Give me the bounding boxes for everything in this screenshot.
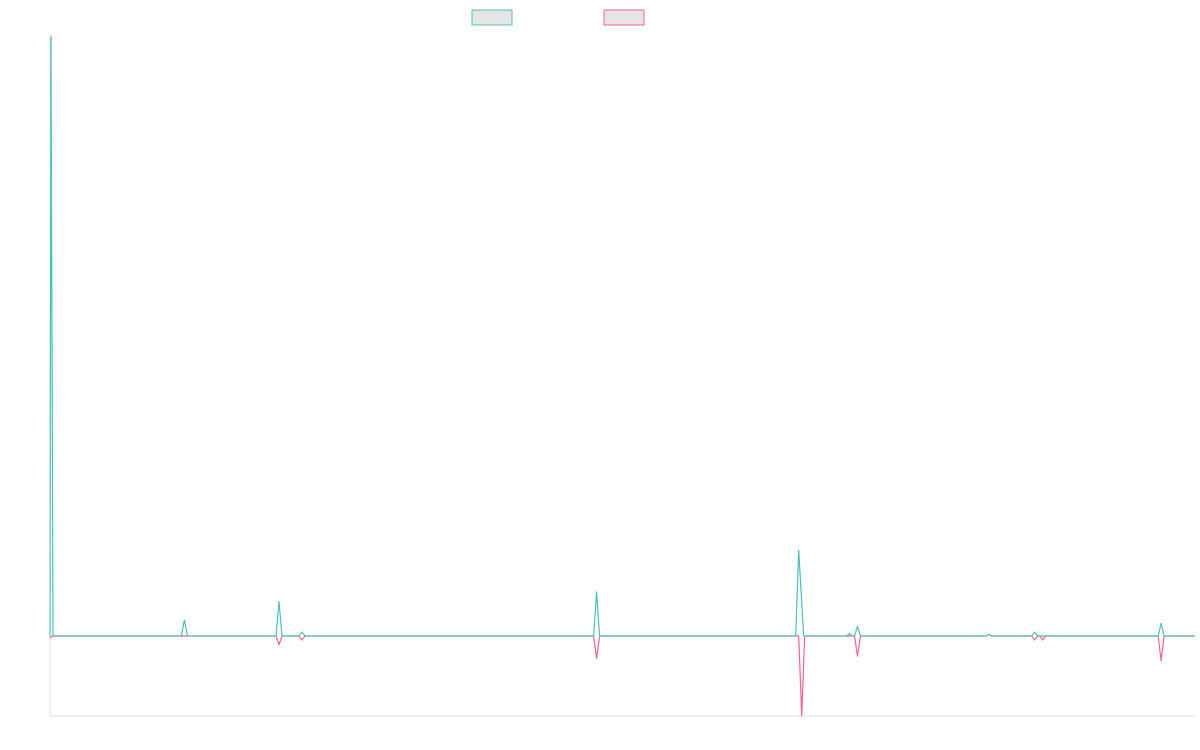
axes (49, 36, 1195, 717)
series-2-line (49, 633, 1195, 717)
legend-swatch-series-1[interactable] (471, 9, 513, 26)
series-1-line (49, 35, 1195, 637)
legend-swatch-series-2[interactable] (603, 9, 645, 26)
legend (471, 9, 645, 26)
series-layer (49, 35, 1195, 717)
